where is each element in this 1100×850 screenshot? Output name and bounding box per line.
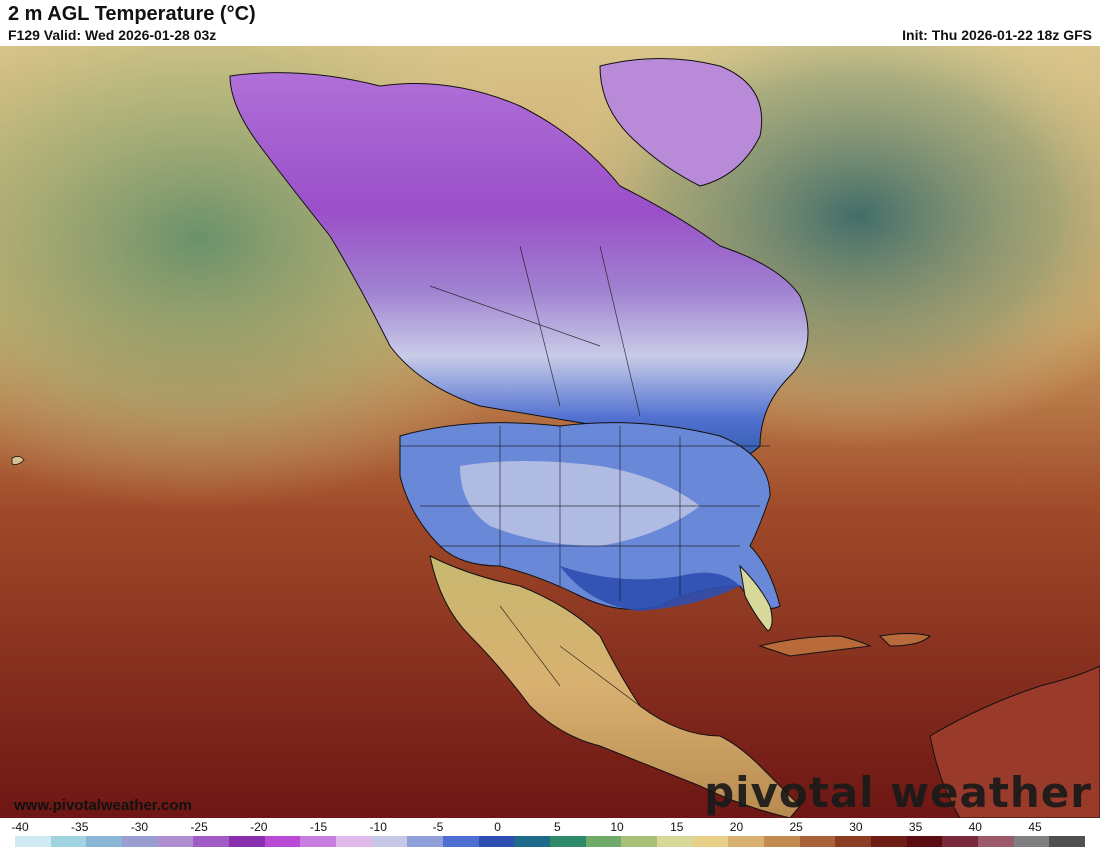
legend-tick-label: 25 [789, 820, 803, 834]
website-url: www.pivotalweather.com [14, 797, 192, 814]
legend-tick-label: 15 [670, 820, 684, 834]
temperature-map[interactable] [0, 46, 1100, 818]
legend-tick-label: 35 [908, 820, 923, 834]
legend-swatch [585, 836, 622, 847]
canada-land [229, 72, 809, 467]
legend-tick-label: -10 [369, 820, 387, 834]
legend-tick-label: -30 [130, 820, 149, 834]
legend-tick-label: 40 [968, 820, 982, 834]
legend-swatch [764, 836, 800, 847]
legend-swatch [835, 836, 872, 847]
legend-color-bar [15, 836, 1086, 847]
init-time: Init: Thu 2026-01-22 18z GFS [902, 27, 1092, 43]
legend-swatch [621, 836, 658, 847]
greenland [599, 58, 763, 187]
legend-swatch [15, 836, 51, 847]
valid-time: F129 Valid: Wed 2026-01-28 03z [8, 27, 217, 43]
legend-swatch [550, 836, 586, 847]
legend-tick-label: -20 [250, 820, 268, 834]
legend-swatch [264, 836, 301, 847]
legend-tick-label: 30 [849, 820, 863, 834]
legend-swatch [942, 836, 979, 847]
legend-tick-label: -40 [11, 820, 29, 834]
color-legend: -40 -35 -30 -25 -20 -15 -10 -5 0 5 10 15 20 25 30 35 40 4… [0, 818, 1100, 850]
legend-swatch [799, 836, 836, 847]
legend-swatch [193, 836, 230, 847]
legend-tick-label: -5 [432, 820, 444, 834]
legend-swatch [657, 836, 693, 847]
legend-swatch [157, 836, 194, 847]
legend-tick-label: 20 [729, 820, 744, 834]
legend-swatch [871, 836, 907, 847]
legend-tick-label: -15 [309, 820, 328, 834]
legend-swatch [1049, 836, 1086, 847]
map-title: 2 m AGL Temperature (°C) [8, 3, 256, 25]
hispaniola [878, 633, 931, 647]
legend-swatch [229, 836, 265, 847]
political-boundaries [400, 245, 770, 707]
hawaii [11, 456, 25, 465]
legend-tick-label: 45 [1028, 820, 1042, 834]
legend-tick-label: -25 [190, 820, 208, 834]
legend-tick-label: 5 [554, 820, 561, 834]
legend-swatch [978, 836, 1014, 847]
florida [739, 564, 773, 632]
legend-swatch [692, 836, 729, 847]
legend-swatch [478, 836, 515, 847]
legend-ticks: -40 -35 -30 -25 -20 -15 -10 -5 0 5 10 15 20 25 30 35 40 4… [0, 820, 1100, 834]
legend-swatch [407, 836, 444, 847]
legend-swatch [122, 836, 158, 847]
map-canvas [0, 46, 1100, 818]
legend-tick-label: 0 [494, 820, 501, 834]
legend-swatch [906, 836, 943, 847]
legend-swatch [1013, 836, 1050, 847]
legend-swatch [336, 836, 372, 847]
legend-swatch [728, 836, 765, 847]
legend-swatch [514, 836, 551, 847]
south-america [929, 665, 1100, 818]
cuba [758, 635, 872, 657]
legend-swatch [371, 836, 408, 847]
legend-swatch [86, 836, 123, 847]
legend-tick-label: 10 [610, 820, 624, 834]
legend-swatch [443, 836, 479, 847]
pivotal-weather-logo: pivotal weather [704, 768, 1092, 817]
legend-swatch [50, 836, 87, 847]
header: 2 m AGL Temperature (°C) F129 Valid: Wed… [0, 0, 1100, 46]
legend-swatch [300, 836, 337, 847]
legend-tick-label: -35 [71, 820, 89, 834]
